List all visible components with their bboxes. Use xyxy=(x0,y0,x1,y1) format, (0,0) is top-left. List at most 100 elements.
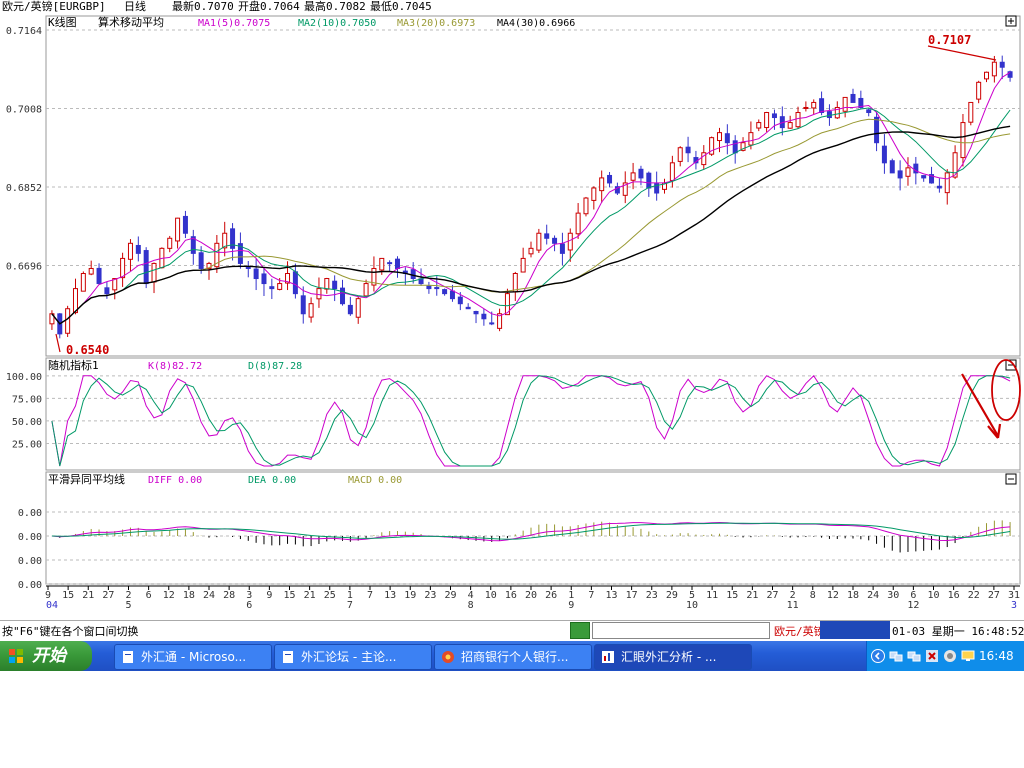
candle[interactable] xyxy=(834,101,840,120)
candle[interactable] xyxy=(889,158,895,174)
candle[interactable] xyxy=(300,286,306,324)
candle[interactable] xyxy=(944,169,950,205)
candle[interactable] xyxy=(371,256,377,292)
candle[interactable] xyxy=(88,260,94,276)
calculator-icon[interactable] xyxy=(570,622,590,639)
candle[interactable] xyxy=(143,247,149,289)
candle[interactable] xyxy=(442,288,448,296)
candle[interactable] xyxy=(764,111,770,132)
candle[interactable] xyxy=(599,170,605,203)
candle[interactable] xyxy=(654,171,660,201)
candle[interactable] xyxy=(614,182,620,196)
candle[interactable] xyxy=(465,303,471,310)
command-input[interactable] xyxy=(592,622,770,639)
task-waihuitong[interactable]: 外汇通 - Microso... xyxy=(114,644,272,670)
candle[interactable] xyxy=(182,210,188,238)
macd-panel[interactable] xyxy=(45,471,1021,585)
candle[interactable] xyxy=(504,288,510,316)
period-label[interactable]: 日线 xyxy=(124,0,146,13)
candle[interactable] xyxy=(850,88,856,103)
monitor-icon[interactable] xyxy=(961,649,975,663)
candle[interactable] xyxy=(49,310,55,330)
task-cmb-bank[interactable]: 招商银行个人银行... xyxy=(434,644,592,670)
candle[interactable] xyxy=(308,297,314,323)
candle[interactable] xyxy=(120,252,126,287)
candle[interactable] xyxy=(65,305,71,337)
candle[interactable] xyxy=(72,278,78,315)
candle[interactable] xyxy=(748,121,754,150)
task-forum[interactable]: 外汇论坛 - 主论... xyxy=(274,644,432,670)
candle[interactable] xyxy=(630,162,636,190)
candle[interactable] xyxy=(253,259,259,291)
candle[interactable] xyxy=(921,175,927,182)
candle[interactable] xyxy=(881,134,887,174)
candle[interactable] xyxy=(936,178,942,193)
minimize-macd-button[interactable] xyxy=(1005,473,1017,485)
candle[interactable] xyxy=(874,111,880,152)
network2-icon[interactable] xyxy=(907,649,921,663)
candle[interactable] xyxy=(677,146,683,167)
candle[interactable] xyxy=(960,113,966,167)
taskbar-clock[interactable]: 16:48 xyxy=(979,649,1014,663)
candle[interactable] xyxy=(567,228,573,262)
candle[interactable] xyxy=(991,55,997,83)
candle[interactable] xyxy=(552,235,558,252)
candle[interactable] xyxy=(897,160,903,191)
candle[interactable] xyxy=(709,136,715,156)
candle[interactable] xyxy=(167,235,173,253)
candle[interactable] xyxy=(332,275,338,302)
kdj-panel[interactable] xyxy=(45,357,1021,471)
candle[interactable] xyxy=(701,145,707,170)
candle[interactable] xyxy=(96,263,102,285)
candle[interactable] xyxy=(811,99,817,115)
candle[interactable] xyxy=(622,171,628,204)
candle[interactable] xyxy=(316,277,322,308)
candle[interactable] xyxy=(536,228,542,254)
candle[interactable] xyxy=(269,278,275,300)
ime-toolbar[interactable] xyxy=(820,621,890,639)
candle[interactable] xyxy=(575,203,581,239)
candle[interactable] xyxy=(803,101,809,112)
candle[interactable] xyxy=(214,234,220,273)
candle[interactable] xyxy=(112,278,118,300)
candle[interactable] xyxy=(724,124,730,155)
candle[interactable] xyxy=(190,229,196,265)
candle[interactable] xyxy=(607,171,613,188)
candle[interactable] xyxy=(481,308,487,326)
candle[interactable] xyxy=(795,106,801,129)
candle[interactable] xyxy=(135,236,141,262)
candle[interactable] xyxy=(127,239,133,272)
candle[interactable] xyxy=(80,271,86,292)
candle[interactable] xyxy=(999,55,1005,80)
candle[interactable] xyxy=(324,277,330,294)
candle[interactable] xyxy=(497,308,503,332)
candle[interactable] xyxy=(787,115,793,129)
network-icon[interactable] xyxy=(889,649,903,663)
candle[interactable] xyxy=(544,224,550,245)
candle[interactable] xyxy=(261,267,267,297)
maximize-kline-button[interactable] xyxy=(1005,15,1017,27)
candle[interactable] xyxy=(355,296,361,324)
candle[interactable] xyxy=(984,71,990,83)
candle[interactable] xyxy=(222,221,228,257)
candle[interactable] xyxy=(866,108,872,117)
candle[interactable] xyxy=(520,247,526,273)
candle[interactable] xyxy=(591,186,597,210)
candle[interactable] xyxy=(426,281,432,294)
candle[interactable] xyxy=(968,101,974,126)
chevron-left-icon[interactable] xyxy=(871,649,885,663)
candle[interactable] xyxy=(387,260,393,272)
candle[interactable] xyxy=(528,241,534,258)
candle[interactable] xyxy=(583,196,589,217)
candle[interactable] xyxy=(245,260,251,278)
candle[interactable] xyxy=(230,223,236,261)
candle[interactable] xyxy=(473,310,479,324)
candle[interactable] xyxy=(771,109,777,130)
candle[interactable] xyxy=(858,90,864,109)
candle[interactable] xyxy=(175,217,181,249)
task-huiyan-analysis[interactable]: 汇眼外汇分析 - ... xyxy=(594,644,752,670)
candle[interactable] xyxy=(363,279,369,297)
candle[interactable] xyxy=(347,296,353,316)
kline-panel[interactable] xyxy=(45,15,1021,357)
